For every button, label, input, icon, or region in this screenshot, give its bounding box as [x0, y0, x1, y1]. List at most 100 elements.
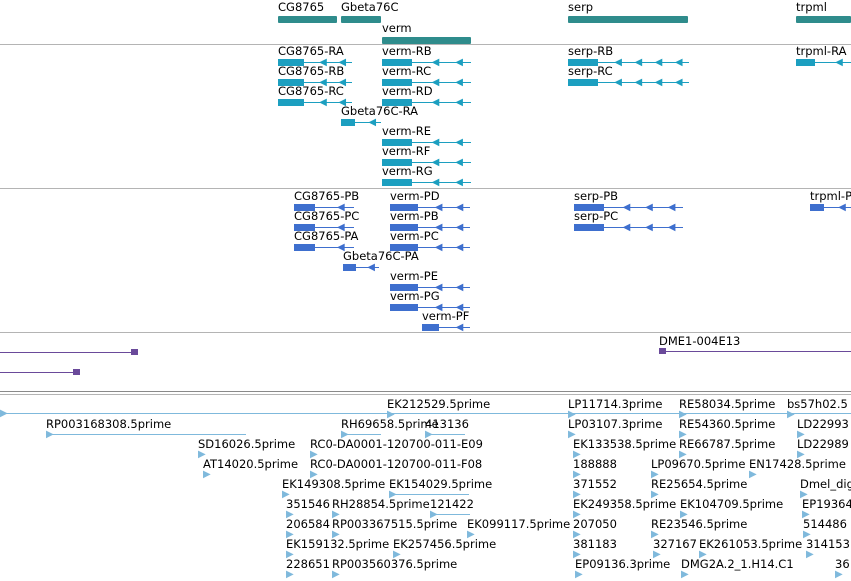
feature-label[interactable]: EK249358.5prime	[573, 497, 677, 511]
est-line[interactable]	[425, 434, 465, 435]
est-line[interactable]	[341, 434, 381, 435]
feature-label[interactable]: EK257456.5prime	[393, 537, 497, 551]
est-marker-icon[interactable]: ▶	[573, 469, 581, 480]
est-marker-icon[interactable]: ▶	[310, 469, 318, 480]
exon-block[interactable]	[294, 224, 315, 231]
est-marker-icon[interactable]: ▶	[679, 449, 687, 460]
gene-bar[interactable]	[796, 16, 851, 23]
est-marker-icon[interactable]: ▶	[387, 409, 395, 420]
est-marker-icon[interactable]: ▶	[681, 569, 689, 580]
est-marker-icon[interactable]: ▶	[286, 509, 294, 520]
feature-label[interactable]: verm-RE	[382, 124, 432, 138]
feature-label[interactable]: verm-PF	[422, 309, 470, 323]
feature-label[interactable]: EN17428.5prime	[749, 457, 846, 471]
est-marker-icon[interactable]: ▶	[806, 549, 814, 560]
est-marker-icon[interactable]: ▶	[679, 429, 687, 440]
feature-label[interactable]: serp-RC	[568, 64, 613, 78]
feature-label[interactable]: verm-RD	[382, 84, 433, 98]
feature-label[interactable]: RH69658.5prime	[341, 417, 439, 431]
est-marker-icon[interactable]: ▶	[467, 529, 475, 540]
est-marker-icon[interactable]: ▶	[573, 549, 581, 560]
feature-label[interactable]: trpml	[796, 0, 827, 14]
feature-label[interactable]: DME1-004E13	[659, 334, 741, 348]
est-marker-icon[interactable]: ▶	[787, 409, 795, 420]
feature-label[interactable]: LP09670.5prime	[651, 457, 746, 471]
feature-label[interactable]: serp	[568, 0, 594, 14]
feature-label[interactable]: EK104709.5prime	[680, 497, 784, 511]
feature-label[interactable]: verm-PC	[390, 229, 439, 243]
feature-label[interactable]: RE23546.5prime	[651, 517, 748, 531]
exon-block[interactable]	[278, 99, 304, 106]
feature-label[interactable]: CG8765	[278, 0, 325, 14]
exon-block[interactable]	[382, 179, 412, 186]
est-marker-icon[interactable]: ▶	[332, 509, 340, 520]
est-marker-icon[interactable]: ▶	[282, 489, 290, 500]
est-marker-icon[interactable]: ▶	[651, 529, 659, 540]
exon-block[interactable]	[574, 204, 604, 211]
feature-label[interactable]: EK099117.5prime	[467, 517, 571, 531]
feature-label[interactable]: RP003560376.5prime	[332, 557, 458, 571]
feature-label[interactable]: trpml-RA	[796, 44, 847, 58]
feature-label[interactable]: 121422	[430, 497, 474, 511]
feature-label[interactable]: verm-PG	[390, 289, 440, 303]
est-marker-icon[interactable]: ▶	[575, 569, 583, 580]
feature-label[interactable]: DMG2A.2_1.H14.C1	[681, 557, 794, 571]
exon-block[interactable]	[810, 204, 825, 211]
feature-label[interactable]: Gbeta76C	[341, 0, 399, 14]
feature-label[interactable]: CG8765-PB	[294, 189, 360, 203]
feature-label[interactable]: RC0-DA0001-120700-011-E09	[310, 437, 483, 451]
feature-label[interactable]: CG8765-RA	[278, 44, 344, 58]
exon-block[interactable]	[390, 304, 418, 311]
feature-label[interactable]: CG8765-RC	[278, 84, 344, 98]
exon-block[interactable]	[343, 264, 356, 271]
est-marker-icon[interactable]: ▶	[286, 549, 294, 560]
feature-label[interactable]: RC0-DA0001-120700-011-F08	[310, 457, 483, 471]
est-marker-icon[interactable]: ▶	[749, 469, 757, 480]
est-marker-icon[interactable]: ▶	[651, 489, 659, 500]
feature-label[interactable]: verm-PD	[390, 189, 440, 203]
feature-label[interactable]: LP03107.3prime	[568, 417, 663, 431]
est-line[interactable]	[430, 514, 470, 515]
feature-label[interactable]: serp-PC	[574, 209, 619, 223]
exon-block[interactable]	[574, 224, 604, 231]
est-marker-icon[interactable]: ▶	[797, 449, 805, 460]
feature-label[interactable]: LP11714.3prime	[568, 397, 663, 411]
feature-label[interactable]: EK159132.5prime	[286, 537, 390, 551]
exon-block[interactable]	[294, 204, 315, 211]
feature-label[interactable]: 206584	[286, 517, 330, 531]
est-marker-icon[interactable]: ▶	[341, 429, 349, 440]
exon-block[interactable]	[382, 59, 412, 66]
est-line[interactable]	[0, 413, 851, 414]
est-marker-icon[interactable]: ▶	[389, 489, 397, 500]
feature-label[interactable]: LD22989	[797, 437, 849, 451]
feature-label[interactable]: EK154029.5prime	[389, 477, 493, 491]
feature-label[interactable]: CG8765-PA	[294, 229, 359, 243]
feature-label[interactable]: verm-RG	[382, 164, 433, 178]
feature-label[interactable]: 371552	[573, 477, 617, 491]
feature-label[interactable]: RP003168308.5prime	[46, 417, 172, 431]
est-line[interactable]	[389, 494, 469, 495]
feature-label[interactable]: 228651	[286, 557, 330, 571]
feature-label[interactable]: 413136	[425, 417, 469, 431]
est-marker-icon[interactable]: ▶	[332, 569, 340, 580]
est-marker-icon[interactable]: ▶	[573, 529, 581, 540]
feature-label[interactable]: LD22993	[797, 417, 849, 431]
est-marker-icon[interactable]: ▶	[203, 469, 211, 480]
est-line[interactable]	[46, 434, 246, 435]
est-marker-icon[interactable]: ▶	[680, 509, 688, 520]
est-marker-icon[interactable]: ▶	[0, 408, 8, 419]
est-marker-icon[interactable]: ▶	[198, 449, 206, 460]
est-marker-icon[interactable]: ▶	[800, 489, 808, 500]
est-marker-icon[interactable]: ▶	[679, 409, 687, 420]
clone-line[interactable]	[0, 352, 138, 353]
exon-block[interactable]	[382, 79, 412, 86]
feature-label[interactable]: EK261053.5prime	[699, 537, 803, 551]
feature-label[interactable]: RE58034.5prime	[679, 397, 776, 411]
est-marker-icon[interactable]: ▶	[568, 429, 576, 440]
feature-label[interactable]: 188888	[573, 457, 617, 471]
est-marker-icon[interactable]: ▶	[332, 529, 340, 540]
est-marker-icon[interactable]: ▶	[430, 509, 438, 520]
exon-block[interactable]	[382, 159, 412, 166]
est-marker-icon[interactable]: ▶	[653, 549, 661, 560]
feature-label[interactable]: serp-RB	[568, 44, 614, 58]
